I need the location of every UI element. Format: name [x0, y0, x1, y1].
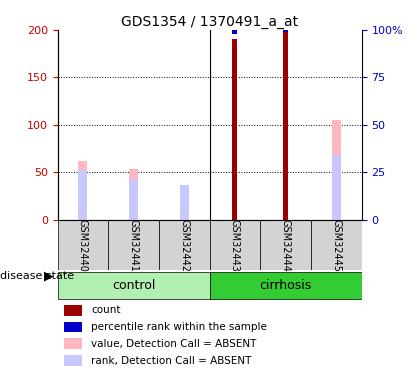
Bar [311, 220, 362, 270]
Text: GSM32442: GSM32442 [179, 219, 189, 272]
Bar [283, 30, 288, 220]
Bar [260, 220, 311, 270]
Bar [58, 220, 108, 270]
Bar [283, 28, 288, 32]
Text: GSM32445: GSM32445 [331, 219, 341, 272]
Text: count: count [91, 305, 120, 315]
Text: GSM32441: GSM32441 [129, 219, 139, 272]
Text: percentile rank within the sample: percentile rank within the sample [91, 322, 267, 332]
Text: rank, Detection Call = ABSENT: rank, Detection Call = ABSENT [91, 356, 252, 366]
Bar [108, 220, 159, 270]
Bar [64, 339, 82, 349]
Text: control: control [112, 279, 155, 292]
Text: ▶: ▶ [44, 269, 53, 282]
Bar [58, 272, 210, 298]
Text: value, Detection Call = ABSENT: value, Detection Call = ABSENT [91, 339, 256, 349]
Bar [210, 272, 362, 298]
Bar [129, 179, 138, 220]
Bar [159, 220, 210, 270]
Text: cirrhosis: cirrhosis [259, 279, 312, 292]
Bar [79, 171, 88, 220]
Bar [129, 169, 138, 220]
Bar [64, 305, 82, 315]
Text: GSM32444: GSM32444 [281, 219, 291, 272]
Bar [233, 30, 238, 34]
Text: GSM32440: GSM32440 [78, 219, 88, 272]
Bar [210, 220, 260, 270]
Title: GDS1354 / 1370491_a_at: GDS1354 / 1370491_a_at [121, 15, 298, 29]
Text: disease state: disease state [0, 271, 74, 280]
Bar [233, 39, 238, 220]
Text: GSM32443: GSM32443 [230, 219, 240, 272]
Bar [180, 185, 189, 220]
Bar [64, 322, 82, 332]
Bar [79, 161, 88, 220]
Bar [332, 120, 341, 220]
Bar [332, 155, 341, 220]
Bar [64, 356, 82, 366]
